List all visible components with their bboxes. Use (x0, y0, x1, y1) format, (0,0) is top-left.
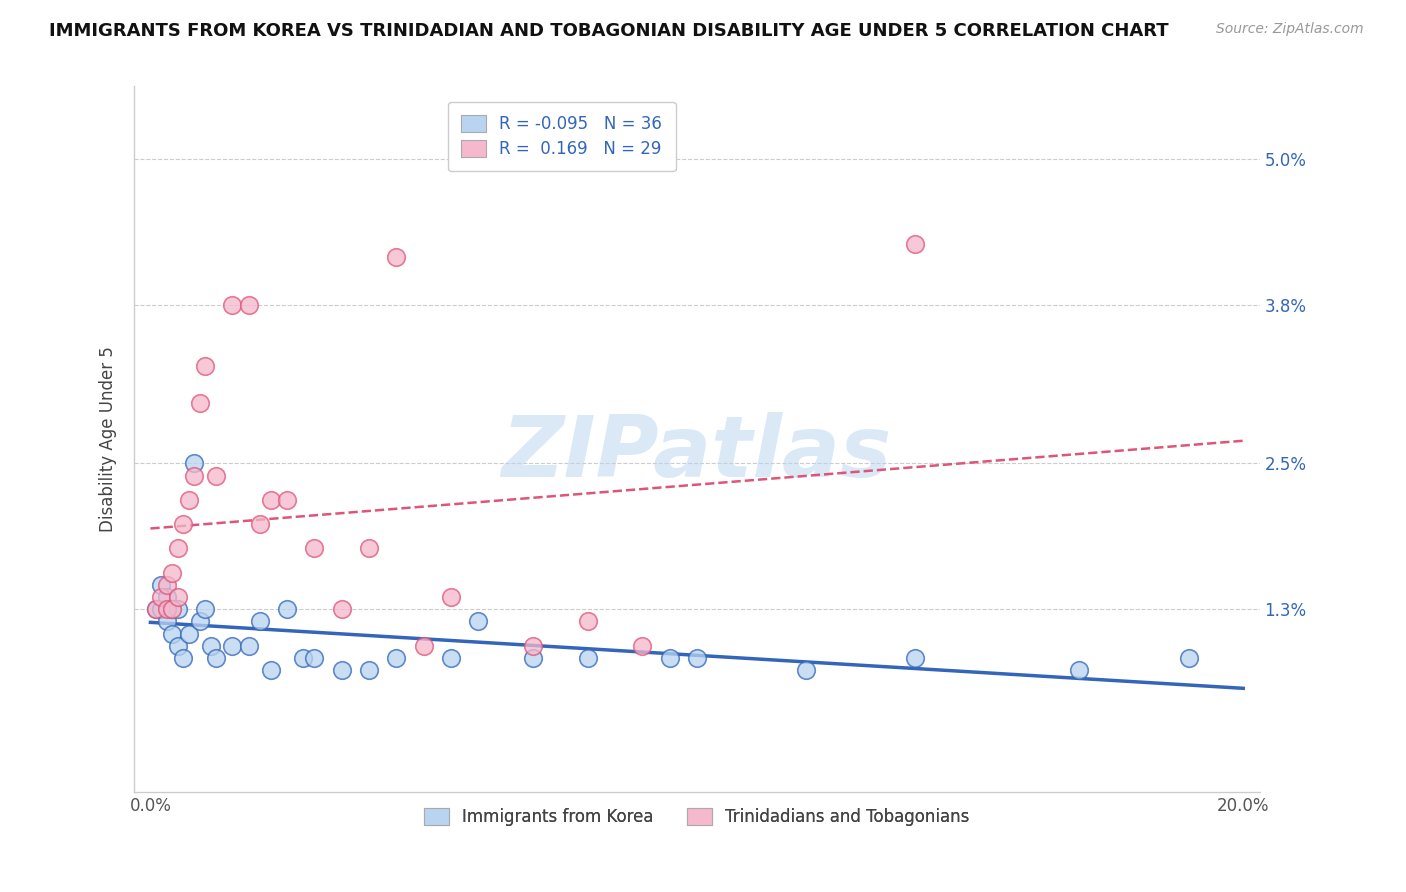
Point (238, 639, 260, 653)
Point (330, 602, 353, 616)
Point (205, 468, 228, 483)
Point (304, 651, 326, 665)
Point (162, 626, 184, 640)
Point (330, 663, 353, 677)
Point (576, 651, 599, 665)
Point (631, 639, 654, 653)
Text: Source: ZipAtlas.com: Source: ZipAtlas.com (1216, 22, 1364, 37)
Point (357, 541, 380, 556)
Point (177, 492, 200, 507)
Point (172, 651, 194, 665)
Point (166, 639, 188, 653)
Point (249, 517, 271, 532)
Point (183, 456, 205, 470)
Point (292, 651, 315, 665)
Point (205, 651, 228, 665)
Point (172, 517, 194, 532)
Point (259, 663, 281, 677)
Point (156, 615, 179, 629)
Point (156, 578, 179, 592)
Point (183, 468, 205, 483)
Point (794, 663, 817, 677)
Point (150, 602, 173, 616)
Point (238, 298, 260, 312)
Point (440, 651, 463, 665)
Point (194, 359, 217, 373)
Point (467, 615, 489, 629)
Point (385, 250, 408, 264)
Point (166, 590, 188, 604)
Point (276, 492, 298, 507)
Point (188, 615, 211, 629)
Point (150, 590, 173, 604)
Point (357, 663, 380, 677)
Point (440, 590, 463, 604)
Point (156, 590, 179, 604)
Point (259, 492, 281, 507)
Point (221, 298, 243, 312)
Point (522, 639, 544, 653)
Y-axis label: Disability Age Under 5: Disability Age Under 5 (100, 346, 117, 532)
Point (156, 602, 179, 616)
Point (1177, 651, 1199, 665)
Point (200, 639, 222, 653)
Point (194, 602, 217, 616)
Point (522, 651, 544, 665)
Point (188, 395, 211, 409)
Point (166, 602, 188, 616)
Point (177, 626, 200, 640)
Point (162, 566, 184, 580)
Point (276, 602, 298, 616)
Point (150, 578, 173, 592)
Point (576, 615, 599, 629)
Text: IMMIGRANTS FROM KOREA VS TRINIDADIAN AND TOBAGONIAN DISABILITY AGE UNDER 5 CORRE: IMMIGRANTS FROM KOREA VS TRINIDADIAN AND… (49, 22, 1168, 40)
Point (658, 651, 681, 665)
Point (412, 639, 434, 653)
Point (904, 651, 927, 665)
Point (145, 602, 167, 616)
Point (221, 639, 243, 653)
Point (166, 541, 188, 556)
Text: ZIPatlas: ZIPatlas (502, 411, 891, 495)
Point (686, 651, 709, 665)
Point (304, 541, 326, 556)
Point (145, 602, 167, 616)
Point (249, 615, 271, 629)
Point (904, 237, 927, 252)
Point (1069, 663, 1091, 677)
Legend: Immigrants from Korea, Trinidadians and Tobagonians: Immigrants from Korea, Trinidadians and … (418, 801, 976, 833)
Point (385, 651, 408, 665)
Point (162, 602, 184, 616)
Point (162, 602, 184, 616)
